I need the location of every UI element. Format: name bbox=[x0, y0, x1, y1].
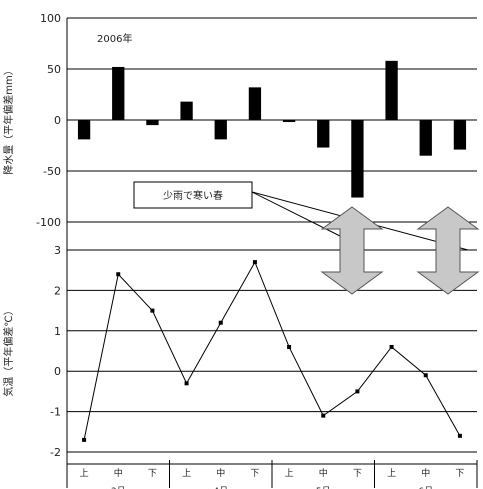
temp-point bbox=[423, 373, 428, 378]
temp-tick-label: -1 bbox=[50, 406, 61, 419]
precip-tick-label: 0 bbox=[54, 114, 61, 127]
x-period-label: 上 bbox=[182, 468, 191, 479]
temp-point bbox=[252, 260, 257, 265]
precip-bar bbox=[77, 120, 91, 140]
x-month-label: 5月 bbox=[316, 486, 331, 489]
precip-bar bbox=[453, 120, 467, 150]
precip-bar bbox=[214, 120, 227, 140]
temp-tick-label: -2 bbox=[50, 446, 61, 459]
precip-y-axis-label: 降水量（平年偏差mm） bbox=[2, 65, 15, 174]
temp-point bbox=[321, 413, 326, 418]
temp-point bbox=[184, 381, 189, 386]
temp-point bbox=[116, 272, 121, 277]
x-period-label: 上 bbox=[285, 468, 294, 479]
x-period-label: 下 bbox=[148, 469, 157, 479]
x-period-label: 下 bbox=[455, 469, 464, 479]
temp-tick-label: 0 bbox=[54, 365, 61, 378]
double-arrow-june bbox=[416, 206, 480, 295]
precip-tick-label: 100 bbox=[40, 12, 61, 25]
temp-line bbox=[83, 260, 461, 440]
precip-bar bbox=[419, 120, 432, 156]
precip-bar bbox=[317, 120, 330, 148]
precip-bar bbox=[248, 87, 262, 120]
callout-text: 少雨で寒い春 bbox=[163, 189, 223, 202]
year-annotation: 2006年 bbox=[97, 32, 132, 45]
temp-point bbox=[82, 437, 87, 442]
temp-point bbox=[457, 433, 462, 438]
x-period-label: 下 bbox=[353, 469, 362, 479]
precip-tick-label: -100 bbox=[36, 216, 61, 229]
temp-point bbox=[355, 389, 360, 394]
precip-bar bbox=[351, 120, 364, 198]
temp-point bbox=[150, 308, 155, 313]
temp-tick-label: 3 bbox=[54, 244, 61, 257]
x-period-label: 中 bbox=[216, 467, 225, 479]
x-period-label: 中 bbox=[319, 467, 328, 479]
temp-point bbox=[218, 320, 223, 325]
temp-point bbox=[389, 344, 394, 349]
x-month-label: 6月 bbox=[418, 486, 433, 489]
x-period-label: 中 bbox=[114, 467, 123, 479]
precip-tick-label: 50 bbox=[47, 63, 61, 76]
temp-tick-label: 1 bbox=[54, 325, 61, 338]
precip-bar bbox=[180, 101, 193, 120]
x-period-label: 中 bbox=[421, 467, 430, 479]
temp-y-axis-label: 気温（平年偏差℃） bbox=[2, 305, 15, 396]
temp-point bbox=[287, 344, 292, 349]
double-arrow-may bbox=[320, 206, 384, 295]
temp-tick-label: 2 bbox=[54, 284, 61, 297]
precip-bar bbox=[385, 60, 398, 120]
precip-tick-label: -50 bbox=[43, 165, 61, 178]
precip-bar bbox=[146, 120, 159, 126]
precip-bar bbox=[282, 120, 296, 123]
x-month-label: 4月 bbox=[213, 486, 228, 489]
callout-box bbox=[133, 181, 253, 209]
x-period-label: 下 bbox=[250, 469, 259, 479]
x-month-label: 3月 bbox=[111, 486, 126, 489]
precip-bar bbox=[112, 66, 125, 120]
callout-leader bbox=[251, 191, 353, 243]
x-period-label: 上 bbox=[387, 468, 396, 479]
x-period-label: 上 bbox=[80, 468, 89, 479]
